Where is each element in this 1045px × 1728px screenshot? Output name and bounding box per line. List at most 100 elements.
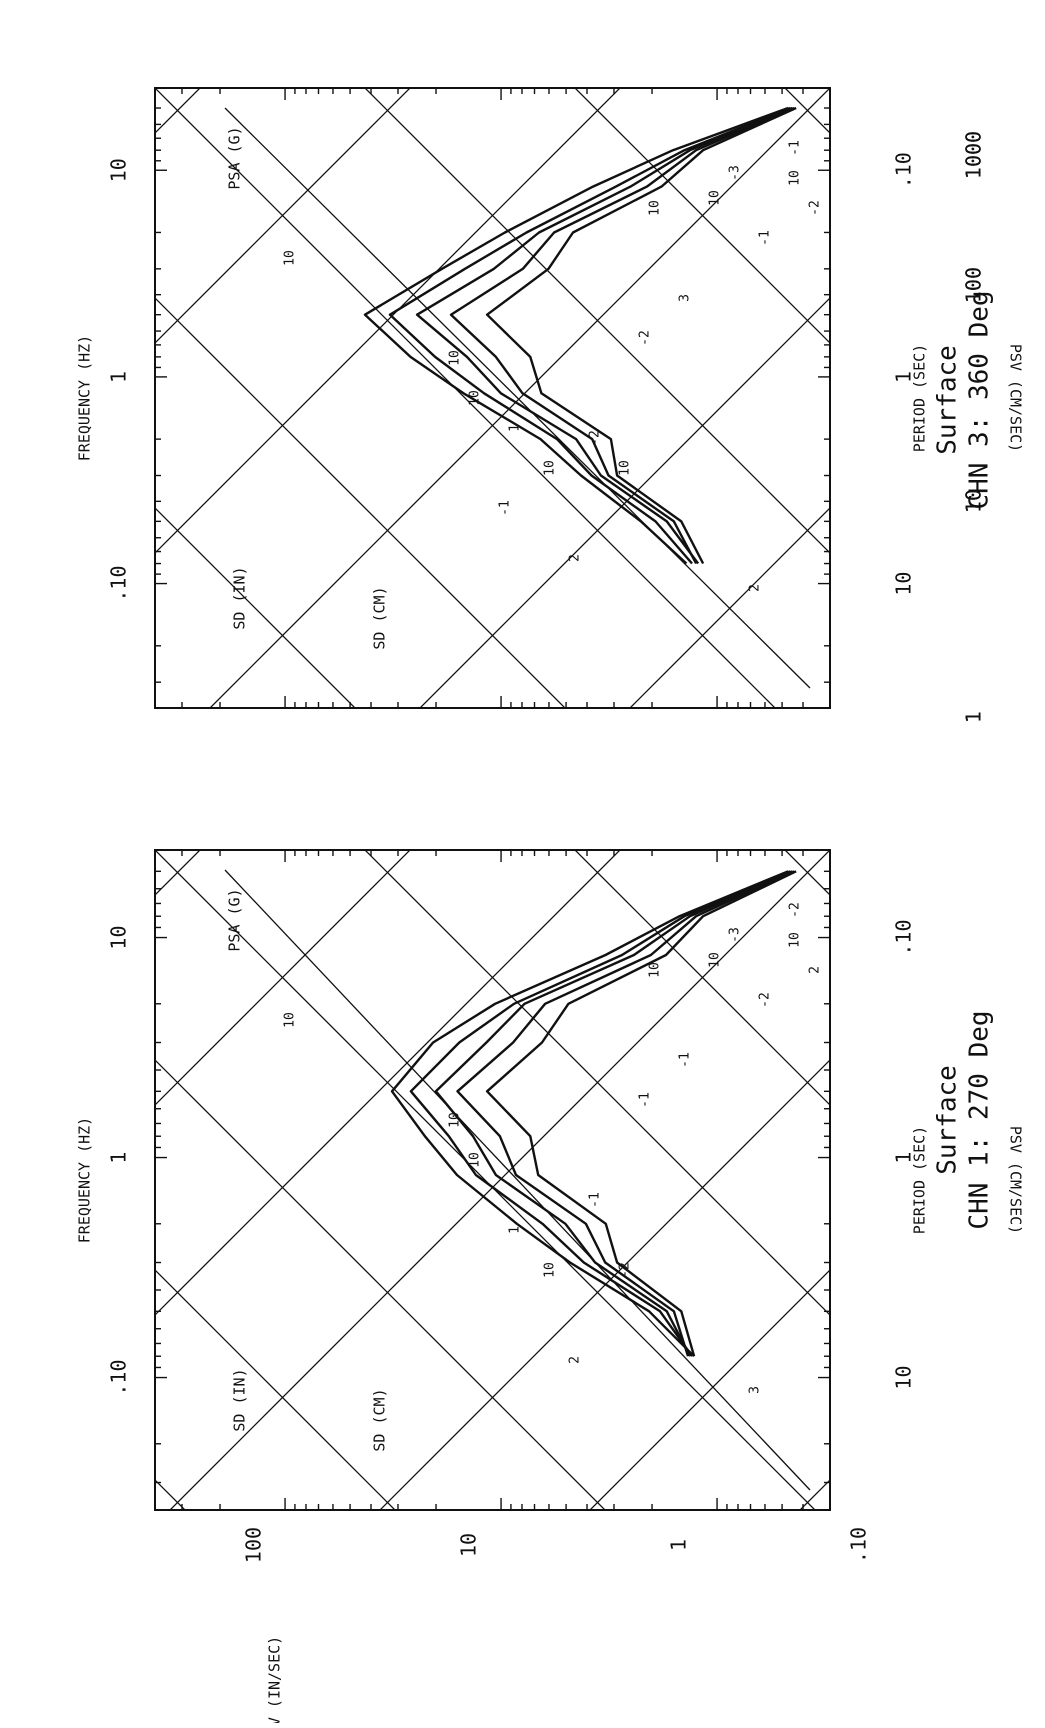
chart-title: CHN 3: 360 Deg: [965, 290, 995, 509]
spectrum-curve-1: [363, 106, 789, 565]
psa-grid-line: [574, 88, 830, 344]
sd-grid-line: [155, 850, 201, 896]
sd-grid-line: [0, 48, 30, 748]
diagonal-scale-label: 10: [283, 1012, 298, 1028]
diagonal-grid: [0, 810, 830, 1550]
psv-tick-label: 1: [962, 711, 986, 723]
diagonal-scale-label: 1: [508, 1226, 523, 1234]
sd-scale-axis: [224, 869, 811, 1491]
psa-grid-line: [155, 507, 356, 708]
period-axis-title: PERIOD (SEC): [911, 344, 929, 452]
psa-grid-line: [364, 88, 830, 554]
spectrum-curve-5: [485, 106, 797, 565]
spectrum-curve-4: [456, 870, 795, 1357]
frequency-tick-label: .10: [107, 1359, 131, 1395]
psa-grid-line: [364, 850, 830, 1316]
diagonal-scale-label: -2: [758, 992, 773, 1008]
sd-grid-line: [155, 88, 201, 134]
psa-grid-line: [155, 88, 776, 708]
psa-grid-line: [155, 1479, 186, 1510]
sd-grid-line: [379, 1059, 830, 1510]
sd-grid-line: [209, 88, 830, 708]
sd-grid-line: [169, 850, 830, 1510]
sd-grid-line: [589, 1269, 830, 1510]
psv-in-tick-label: .10: [847, 1527, 871, 1563]
frequency-tick-label: 1: [107, 371, 131, 383]
diagonal-scale-label: 3: [678, 294, 693, 302]
diagonal-scale-label: -2: [588, 430, 603, 446]
diagonal-scale-label: 1: [508, 424, 523, 432]
sd-grid-line: [419, 297, 830, 708]
diagonal-scale-label: 2: [748, 584, 763, 592]
diagonal-scale-label: SD (CM): [371, 586, 389, 649]
diagonal-scale-label: 10: [648, 962, 663, 978]
sd-grid-line: [0, 810, 30, 1550]
diagonal-scale-label: -1: [758, 230, 773, 246]
sd-grid-line: [155, 88, 411, 344]
frequency-tick-label: 10: [107, 925, 131, 949]
psv-in-tick-label: 10: [457, 1533, 481, 1557]
spectrum-curve-1: [390, 870, 789, 1358]
diagonal-scale-label: 10: [708, 952, 723, 968]
period-tick-label: 10: [892, 572, 916, 596]
psv-axis-title: PSV (CM/SEC): [1007, 1126, 1025, 1234]
psv-tick-label: 100: [962, 267, 986, 303]
diagonal-scale-label: -2: [808, 200, 823, 216]
psv-tick-label: 10: [962, 489, 986, 513]
diagonal-scale-label: -2: [638, 330, 653, 346]
period-tick-label: 10: [892, 1365, 916, 1389]
diagonal-scale-label: SD (CM): [371, 1388, 389, 1451]
diagonal-scale-label: -3: [728, 165, 743, 181]
spectrum-curve-4: [449, 106, 795, 565]
psa-grid-line: [155, 1269, 396, 1510]
diagonal-scale-label: 10: [788, 932, 803, 948]
psa-grid-line: [155, 297, 566, 708]
diagonal-scale-label: 10: [788, 170, 803, 186]
frequency-tick-label: .10: [107, 566, 131, 602]
psv-tick-label: 100: [962, 267, 986, 303]
period-tick-label: .10: [892, 152, 916, 188]
psa-grid-line: [155, 1059, 606, 1510]
psv-axis-title: PSV (CM/SEC): [1007, 344, 1025, 452]
diagonal-scale-label: 10: [648, 200, 663, 216]
psv-in-tick-label: 1: [667, 1539, 691, 1551]
psv-tick-label: 1: [962, 711, 986, 723]
spectrum-curve-2: [388, 106, 791, 565]
diagonal-scale-label: 2: [568, 554, 583, 562]
psa-grid-line: [155, 850, 816, 1510]
chart-subtitle: Surface: [933, 345, 963, 455]
diagonal-scale-label: SD (IN): [231, 566, 249, 629]
psv-in-axis-title: PSV (IN/SEC): [266, 1636, 284, 1723]
diagonal-scale-label: -1: [788, 140, 803, 156]
diagonal-scale-label: -2: [618, 1262, 633, 1278]
diagonal-scale-label: SD (IN): [231, 1368, 249, 1431]
diagonal-scale-label: -1: [678, 1052, 693, 1068]
diagonal-scale-label: 2: [568, 1356, 583, 1364]
psv-tick-label: 1000: [962, 131, 986, 179]
spectrum-curve-5: [485, 870, 797, 1357]
sd-grid-line: [155, 850, 621, 1316]
frequency-axis-title: FREQUENCY (HZ): [76, 1117, 94, 1243]
diagonal-grid: [0, 48, 830, 748]
period-axis-title: PERIOD (SEC): [911, 1126, 929, 1234]
spectrum-curve-3: [434, 870, 793, 1357]
chart-title: CHN 1: 270 Deg: [965, 1010, 995, 1229]
sd-grid-line: [155, 88, 621, 554]
sd-scale-axis: [224, 107, 811, 689]
sd-grid-line: [629, 507, 830, 708]
diagonal-scale-label: 10: [543, 460, 558, 476]
diagonal-scale-label: -2: [788, 902, 803, 918]
frequency-axis-title: FREQUENCY (HZ): [76, 335, 94, 461]
spectrum-curve-3: [415, 106, 793, 565]
period-tick-label: 1: [892, 1152, 916, 1164]
diagonal-scale-label: 10: [448, 350, 463, 366]
frequency-tick-label: 10: [107, 158, 131, 182]
diagonal-scale-label: -1: [588, 1192, 603, 1208]
diagonal-scale-label: PSA (G): [226, 126, 244, 189]
diagonal-scale-label: 10: [448, 1112, 463, 1128]
chart-subtitle: Surface: [933, 1065, 963, 1175]
diagonal-scale-label: PSA (G): [226, 888, 244, 951]
diagonal-scale-label: 10: [543, 1262, 558, 1278]
